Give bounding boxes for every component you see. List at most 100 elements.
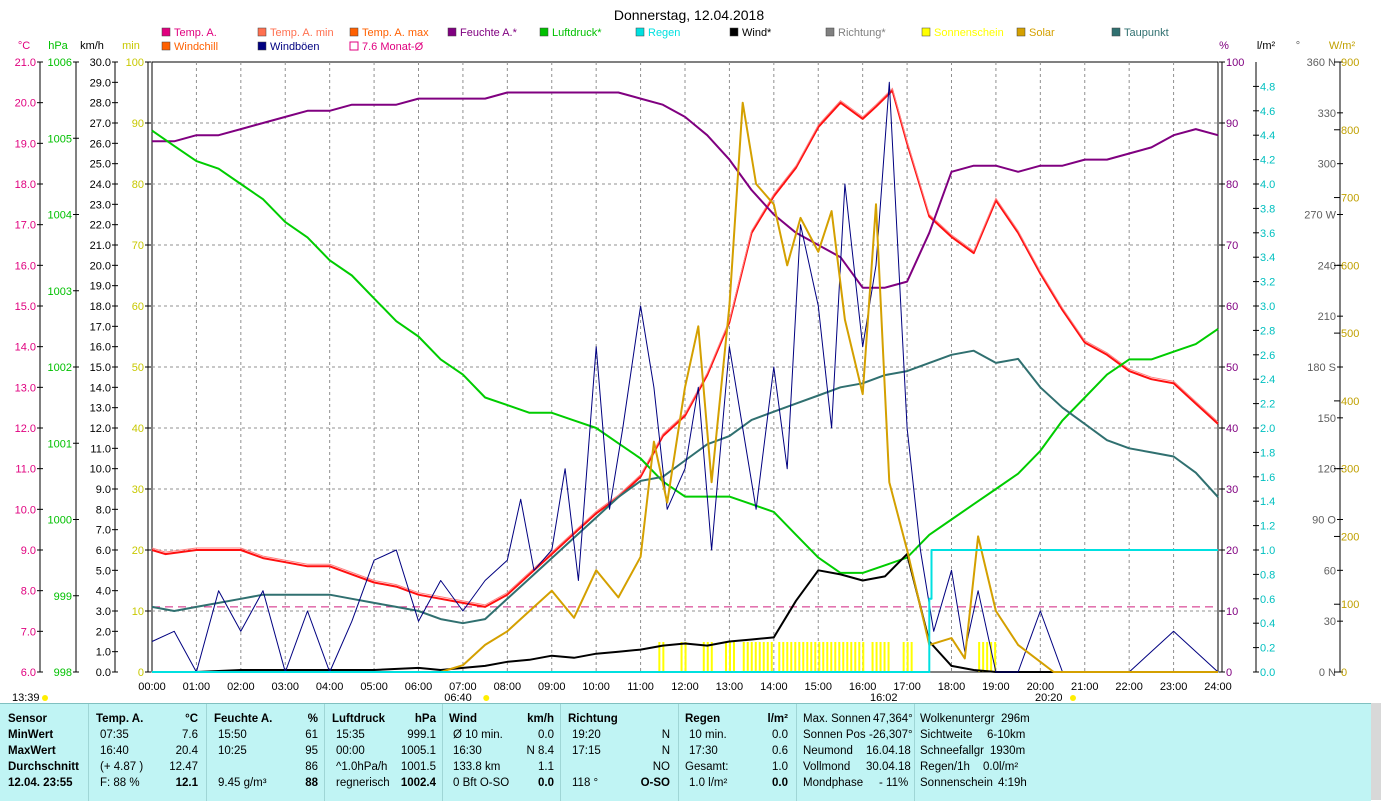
axis-tick-label: 12.0 [15,423,36,435]
sunshine-bar [830,642,833,672]
sunshine-bar [875,642,878,672]
legend-swatch [161,27,171,37]
axis-unit-label: °C [18,40,30,52]
x-tick-label: 06:00 [405,681,433,693]
sunshine-bar [794,642,797,672]
axis-tick-label: 21.0 [15,57,36,69]
axis-tick-label: 4.2 [1260,155,1275,167]
axis-tick-label: 3.8 [1260,203,1275,215]
x-tick-label: 07:00 [449,681,477,693]
row-label-avg: Durchschnitt [8,761,79,773]
axis-tick-label: 17.0 [15,220,36,232]
wind-max-time: 16:30 [453,745,482,757]
axis-tick-label: 14.0 [15,342,36,354]
sunshine-bar [680,642,683,672]
sunshine-bar [802,642,805,672]
axis-tick-label: 0 [138,667,144,679]
x-tick-label: 14:00 [760,681,788,693]
sunshine-bar [994,642,997,672]
temp-avg-value: 12.47 [169,761,198,773]
rain-total-value: 1.0 [772,761,788,773]
axis-tick-label: 60 [132,301,144,313]
hum-absolute: 9.45 g/m³ [218,777,267,789]
rain-10min-label: 10 min. [689,729,727,741]
rain-10min-value: 0.0 [772,729,788,741]
legend-label: Sonnenschein [934,27,1004,39]
legend-label: Richtung* [838,27,886,39]
axis-tick-label: 3.0 [1260,301,1275,313]
axis-tick-label: 300 [1318,159,1336,171]
legend-label: Solar [1029,27,1055,39]
press-unit: hPa [414,713,436,725]
axis-tick-label: 0.0 [96,667,111,679]
legend-swatch [349,41,359,51]
axis-tick-label: 0 [1341,667,1347,679]
sunshine-bar [990,642,993,672]
axis-tick-label: 50 [132,362,144,374]
axis-tick-label: 30 [1226,484,1238,496]
axis-tick-label: 17.0 [90,321,111,333]
sunshine-bar [724,642,727,672]
wind-header: Wind [449,713,477,725]
temp-min-value: 7.6 [182,729,198,741]
separator [560,704,561,801]
misc-label-2: Sichtweite [920,729,973,741]
axis-tick-label: 19.0 [15,138,36,150]
axis-tick-label: 6.0 [96,545,111,557]
astro-value-5: - 11% [879,777,909,789]
axis-tick-label: 998 [54,667,72,679]
legend-swatch [921,27,931,37]
axis-tick-label: 800 [1341,125,1359,137]
hum-max-value: 95 [305,745,318,757]
sunshine-bar [846,642,849,672]
axis-tick-label: 0.2 [1260,643,1275,655]
axis-tick-label: 1001 [48,438,72,450]
legend-swatch [825,27,835,37]
sunshine-bar [854,642,857,672]
misc-label-4: Regen/1h [920,761,970,773]
legend-label: Taupunkt [1124,27,1169,39]
sunshine-bar [982,642,985,672]
press-min-time: 15:35 [336,729,365,741]
legend-label: Temp. A. [174,27,217,39]
sunshine-bar [754,642,757,672]
sunshine-bar [750,642,753,672]
x-tick-label: 20:00 [1027,681,1055,693]
separator [914,704,915,801]
axis-tick-label: 90 O [1312,515,1336,527]
axis-tick-label: 8.0 [96,504,111,516]
sunshine-bar [728,642,731,672]
axis-tick-label: 300 [1341,464,1359,476]
legend-label: Windböen [270,41,320,53]
astro-value-4: 30.04.18 [866,761,911,773]
x-tick-label: 23:00 [1160,681,1188,693]
axis-tick-label: 60 [1226,301,1238,313]
wind-avg-value: 1.1 [538,761,554,773]
axis-tick-label: 20.0 [90,260,111,272]
axis-tick-label: 15.0 [90,362,111,374]
separator [324,704,325,801]
axis-unit-label: % [1219,40,1229,52]
hum-min-value: 61 [305,729,318,741]
axis-tick-label: 9.0 [21,545,36,557]
dir-header: Richtung [568,713,618,725]
axis-tick-label: 6.0 [21,667,36,679]
axis-tick-label: 16.0 [15,260,36,272]
axis-tick-label: 330 [1318,108,1336,120]
axis-tick-label: 2.2 [1260,399,1275,411]
axis-tick-label: 1002 [48,362,72,374]
dir-r1-time: 19:20 [572,729,601,741]
press-avg-value: 1001.5 [400,761,436,773]
series-line-temp-max [151,87,1219,606]
axis-tick-label: 4.0 [1260,179,1275,191]
axis-tick-label: 4.6 [1260,106,1275,118]
axis-tick-label: 360 N [1307,57,1336,69]
temp-avg-delta: (+ 4.87 ) [100,761,144,773]
axis-unit-label: ° [1296,40,1300,52]
hum-min-time: 15:50 [218,729,247,741]
axis-tick-label: 100 [1341,599,1359,611]
axis-tick-label: 2.6 [1260,350,1275,362]
axis-tick-label: 22.0 [90,220,111,232]
sunshine-bar [782,642,785,672]
axis-tick-label: 100 [1226,57,1244,69]
